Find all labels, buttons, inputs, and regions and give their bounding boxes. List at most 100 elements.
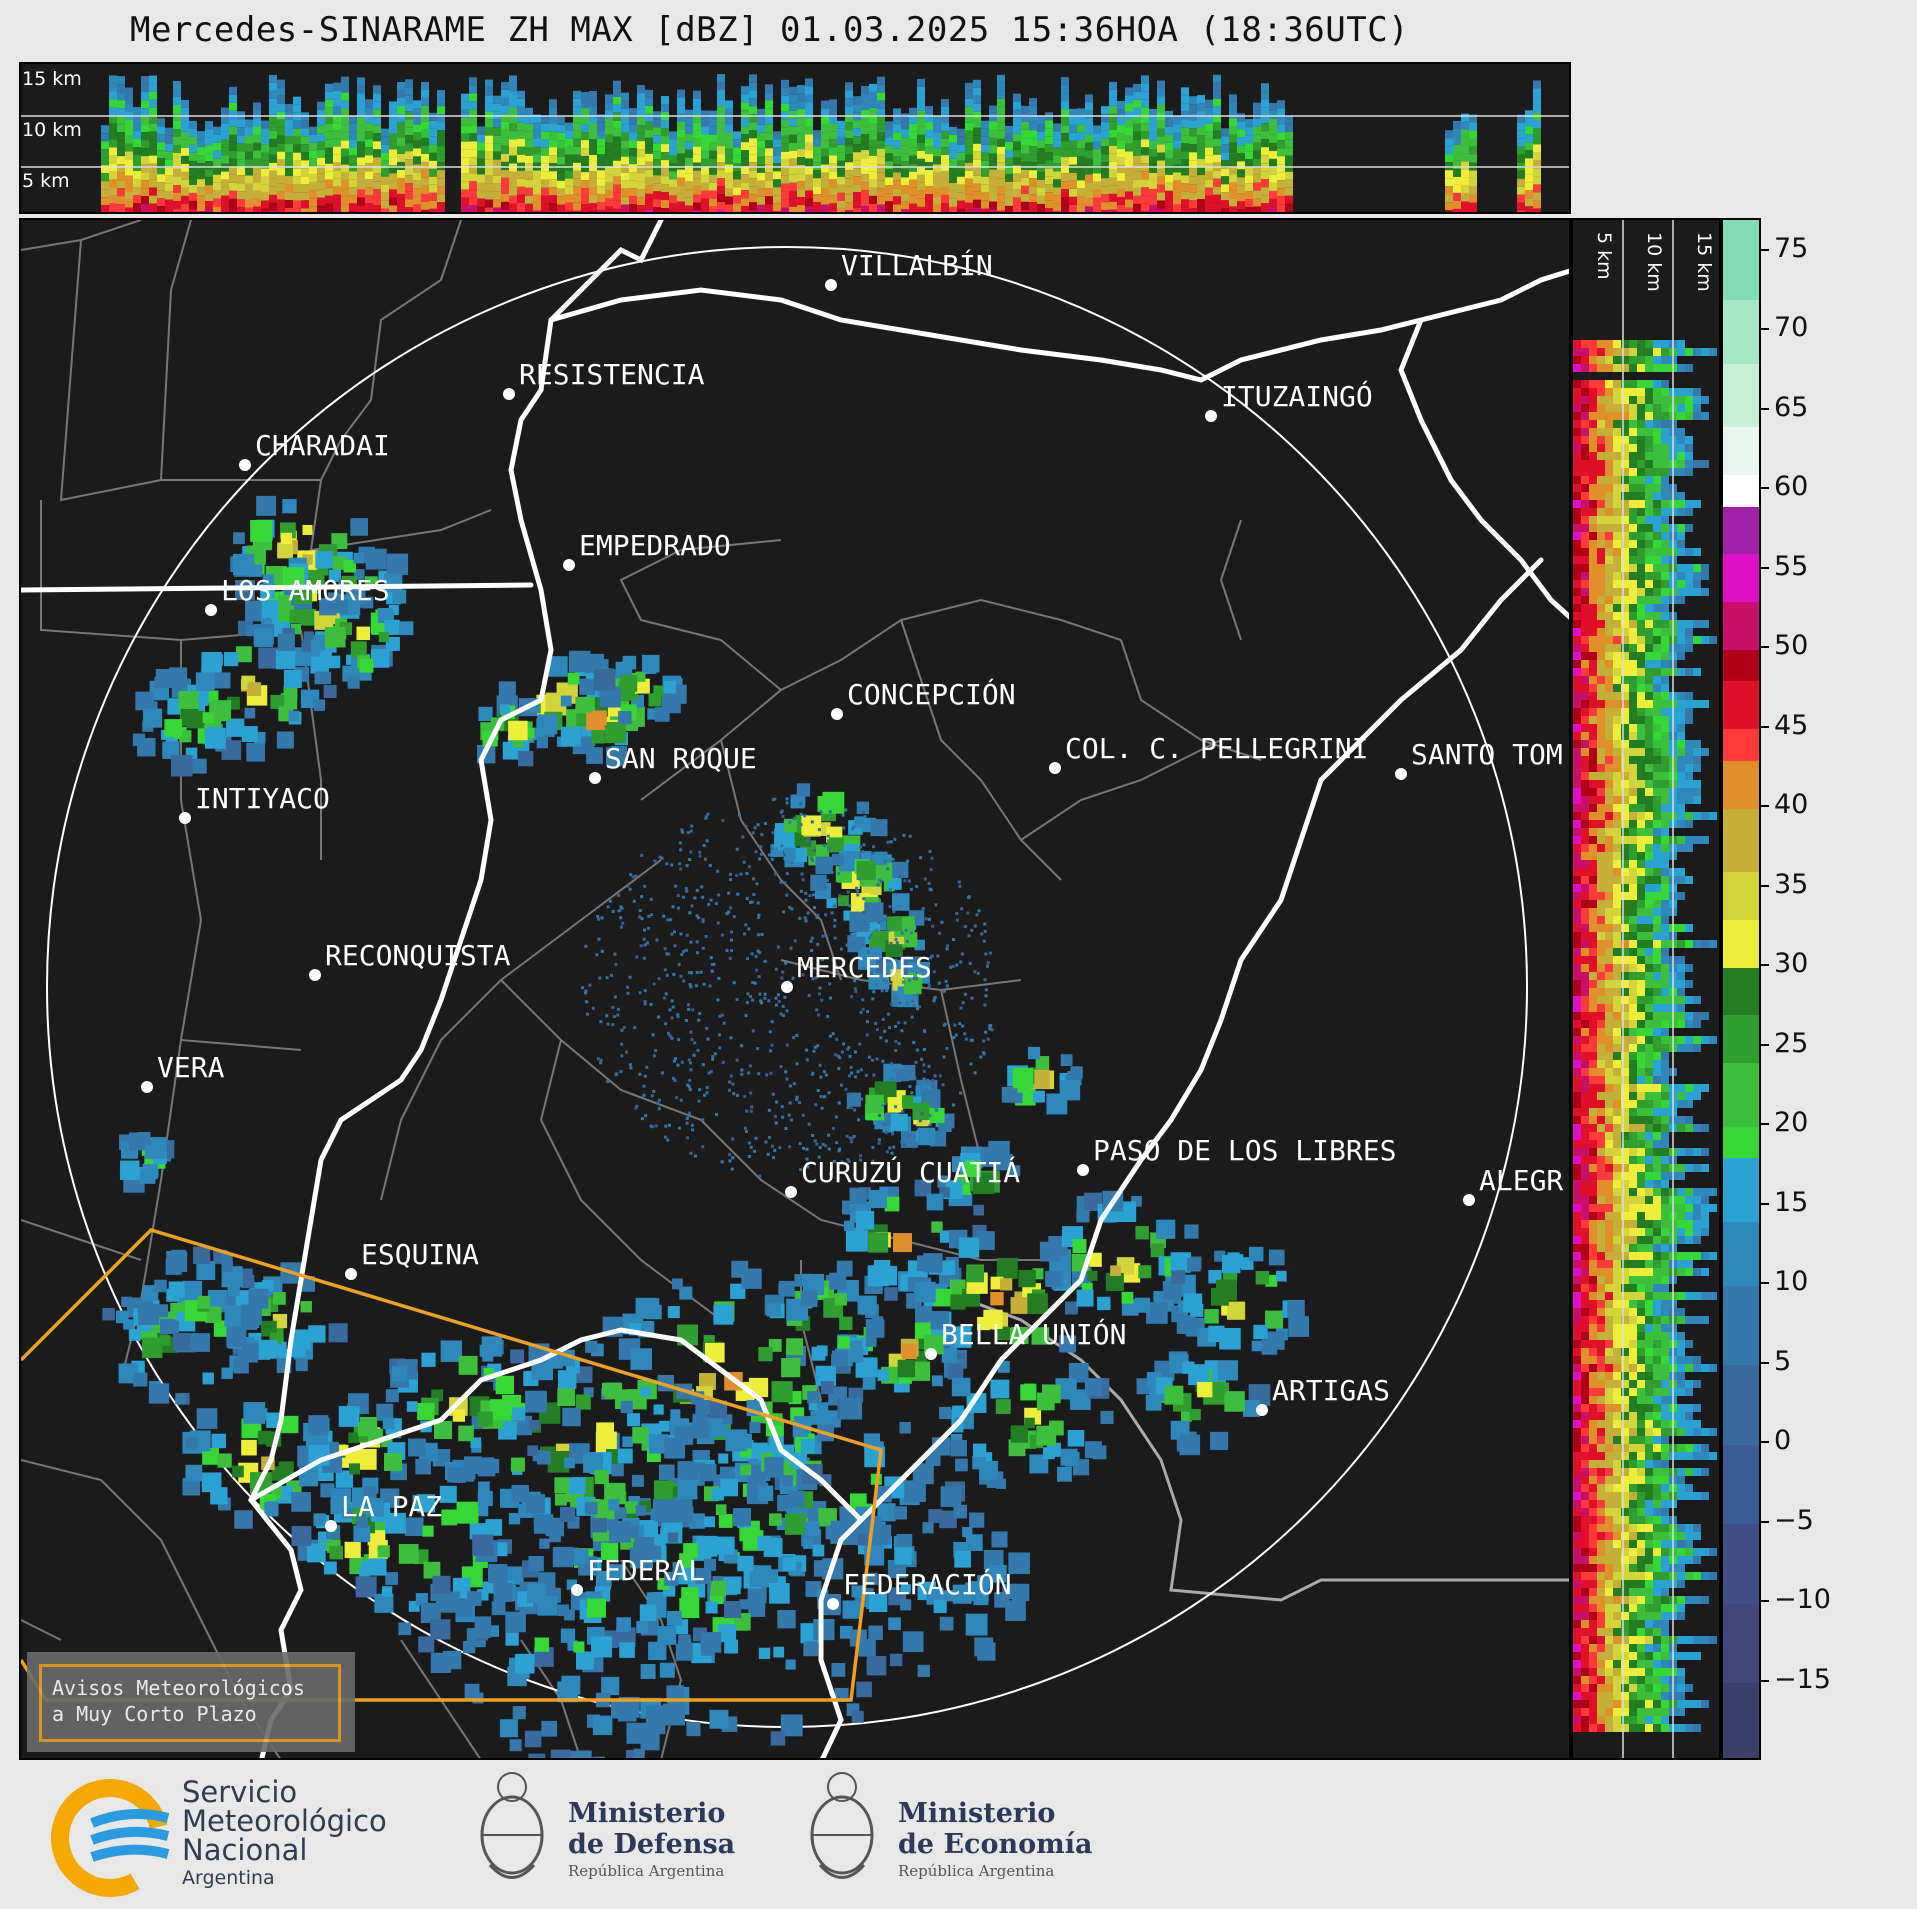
echo-pixel — [266, 1501, 279, 1514]
top-echo-pixel — [493, 95, 501, 104]
top-echo-pixel — [221, 147, 229, 156]
echo-pixel — [576, 1651, 594, 1670]
city-marker[interactable] — [825, 279, 837, 291]
top-echo-pixel — [701, 142, 709, 151]
top-echo-pixel — [677, 97, 685, 106]
top-echo-pixel — [325, 139, 333, 148]
echo-pixel — [485, 1519, 503, 1536]
echo-pixel — [995, 1399, 1011, 1415]
top-echo-pixel — [309, 142, 317, 151]
echo-pixel — [758, 1346, 773, 1362]
top-echo-pixel — [109, 91, 117, 100]
top-echo-pixel — [765, 212, 773, 214]
top-echo-pixel — [509, 75, 517, 84]
city-marker[interactable] — [325, 1520, 337, 1532]
city-marker[interactable] — [309, 969, 321, 981]
echo-pixel — [856, 860, 876, 880]
clutter-pixel — [795, 1062, 799, 1066]
echo-pixel — [482, 1581, 495, 1594]
top-echo-pixel — [1517, 186, 1525, 195]
echo-pixel — [329, 1545, 343, 1560]
radar-map-panel[interactable]: VILLALBÍN RESISTENCIA CHARADAI ITUZAINGÓ EMP… — [19, 218, 1571, 1760]
clutter-pixel — [727, 910, 731, 914]
top-echo-pixel — [749, 114, 757, 123]
clutter-pixel — [960, 907, 964, 911]
top-echo-pixel — [1021, 113, 1029, 122]
top-echo-pixel — [429, 192, 437, 201]
city-marker[interactable] — [179, 812, 191, 824]
top-echo-pixel — [693, 154, 701, 163]
top-echo-pixel — [469, 93, 477, 102]
echo-pixel — [195, 672, 215, 692]
city-label: ARTIGAS — [1272, 1374, 1390, 1407]
top-echo-pixel — [133, 187, 141, 196]
city-marker[interactable] — [563, 559, 575, 571]
clutter-pixel — [670, 999, 674, 1003]
clutter-pixel — [774, 847, 778, 851]
city-marker[interactable] — [1077, 1164, 1089, 1176]
top-echo-pixel — [509, 187, 517, 196]
top-echo-pixel — [173, 152, 181, 161]
top-echo-pixel — [741, 118, 749, 127]
clutter-pixel — [884, 1131, 888, 1135]
top-echo-pixel — [813, 202, 821, 211]
top-echo-pixel — [1149, 108, 1157, 117]
top-echo-pixel — [549, 139, 557, 148]
clutter-pixel — [606, 1080, 610, 1084]
echo-pixel — [508, 1513, 521, 1525]
city-marker[interactable] — [1205, 410, 1217, 422]
top-echo-pixel — [301, 128, 309, 137]
clutter-pixel — [671, 905, 675, 909]
echo-pixel — [564, 1609, 575, 1621]
top-echo-pixel — [365, 187, 373, 196]
echo-pixel — [525, 1390, 547, 1413]
clutter-pixel — [969, 1062, 973, 1066]
clutter-pixel — [696, 1048, 700, 1052]
city-marker[interactable] — [781, 981, 793, 993]
clutter-pixel — [639, 944, 643, 948]
clutter-pixel — [716, 921, 720, 925]
clutter-pixel — [770, 1043, 774, 1047]
top-echo-pixel — [837, 160, 845, 169]
clutter-pixel — [898, 953, 902, 957]
clutter-pixel — [756, 901, 760, 905]
city-marker[interactable] — [239, 459, 251, 471]
echo-pixel — [703, 1335, 715, 1347]
city-marker[interactable] — [1256, 1404, 1268, 1416]
city-marker[interactable] — [831, 708, 843, 720]
clutter-pixel — [680, 953, 684, 957]
top-echo-pixel — [1517, 178, 1525, 187]
echo-pixel — [576, 713, 590, 727]
city-marker[interactable] — [1049, 762, 1061, 774]
echo-pixel — [261, 599, 281, 619]
echo-pixel — [663, 1703, 686, 1726]
city-marker[interactable] — [205, 604, 217, 616]
city-marker[interactable] — [785, 1186, 797, 1198]
echo-pixel — [159, 1318, 176, 1335]
clutter-pixel — [666, 918, 670, 922]
echo-pixel — [262, 1280, 274, 1292]
top-echo-pixel — [877, 76, 885, 85]
city-marker[interactable] — [571, 1584, 583, 1596]
top-echo-pixel — [1213, 154, 1221, 163]
top-echo-pixel — [925, 122, 933, 131]
city-marker[interactable] — [925, 1348, 937, 1360]
top-echo-pixel — [397, 145, 405, 154]
city-marker[interactable] — [503, 388, 515, 400]
top-echo-pixel — [629, 156, 637, 165]
city-marker[interactable] — [827, 1598, 839, 1610]
top-echo-pixel — [221, 195, 229, 204]
city-marker[interactable] — [345, 1268, 357, 1280]
clutter-pixel — [875, 1028, 879, 1032]
echo-pixel — [973, 1172, 995, 1195]
top-echo-pixel — [1469, 138, 1477, 147]
city-marker[interactable] — [1463, 1194, 1475, 1206]
top-echo-pixel — [1533, 80, 1541, 89]
top-echo-pixel — [685, 149, 693, 158]
city-marker[interactable] — [1395, 768, 1407, 780]
city-marker[interactable] — [589, 772, 601, 784]
city-marker[interactable] — [141, 1081, 153, 1093]
city-label: COL. C. PELLEGRINI — [1065, 732, 1368, 765]
top-echo-pixel — [861, 190, 869, 199]
top-echo-pixel — [1077, 132, 1085, 141]
